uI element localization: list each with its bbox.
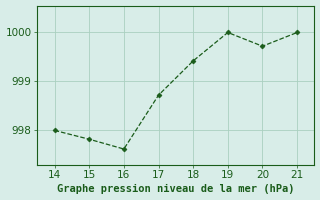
- X-axis label: Graphe pression niveau de la mer (hPa): Graphe pression niveau de la mer (hPa): [57, 184, 295, 194]
